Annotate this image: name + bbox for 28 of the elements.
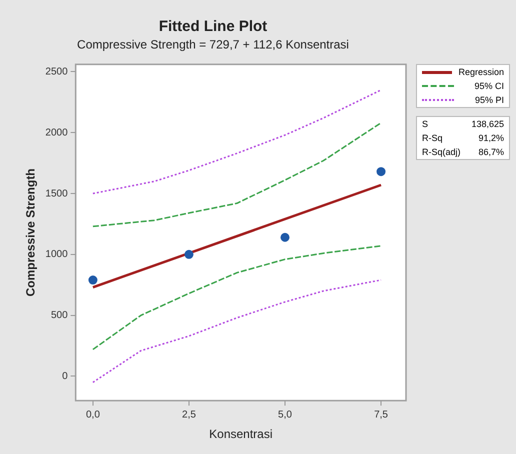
line-series xyxy=(92,89,382,194)
x-axis-title: Konsentrasi xyxy=(209,427,273,442)
point xyxy=(376,167,386,176)
text: R-Sq 91,2% xyxy=(422,133,504,144)
y-tick-label: 2000 xyxy=(45,127,68,138)
y-tick-label: 1000 xyxy=(45,249,68,260)
x-tick-label: 2,5 xyxy=(182,409,196,420)
x-tick-label: 0,0 xyxy=(86,409,100,420)
y-tick-label: 500 xyxy=(50,310,68,322)
y-axis-title: Compressive Strength xyxy=(24,168,38,297)
x-tick-label: 5,0 xyxy=(278,409,292,420)
y-tick-label: 0 xyxy=(62,370,68,382)
text: S 138,625 xyxy=(422,119,504,130)
point xyxy=(88,276,98,285)
text: R-Sq(adj) 86,7% xyxy=(422,147,504,158)
point xyxy=(184,250,194,259)
line-series xyxy=(92,245,382,350)
chart-title: Fitted Line Plot xyxy=(158,18,268,36)
y-tick-label: 1500 xyxy=(45,188,68,200)
x-tick-label: 7,5 xyxy=(374,409,388,420)
legend-label: 95% CI xyxy=(474,81,504,92)
line-series xyxy=(92,279,382,384)
line-series xyxy=(92,122,382,228)
chart-subtitle: Compressive Strength = 729,7 + 112,6 Konsentrasi xyxy=(77,38,349,52)
legend-label: Regression xyxy=(458,67,504,78)
legend-label: 95% PI xyxy=(474,95,504,106)
y-tick-label: 2500 xyxy=(45,66,68,78)
point xyxy=(280,232,290,242)
